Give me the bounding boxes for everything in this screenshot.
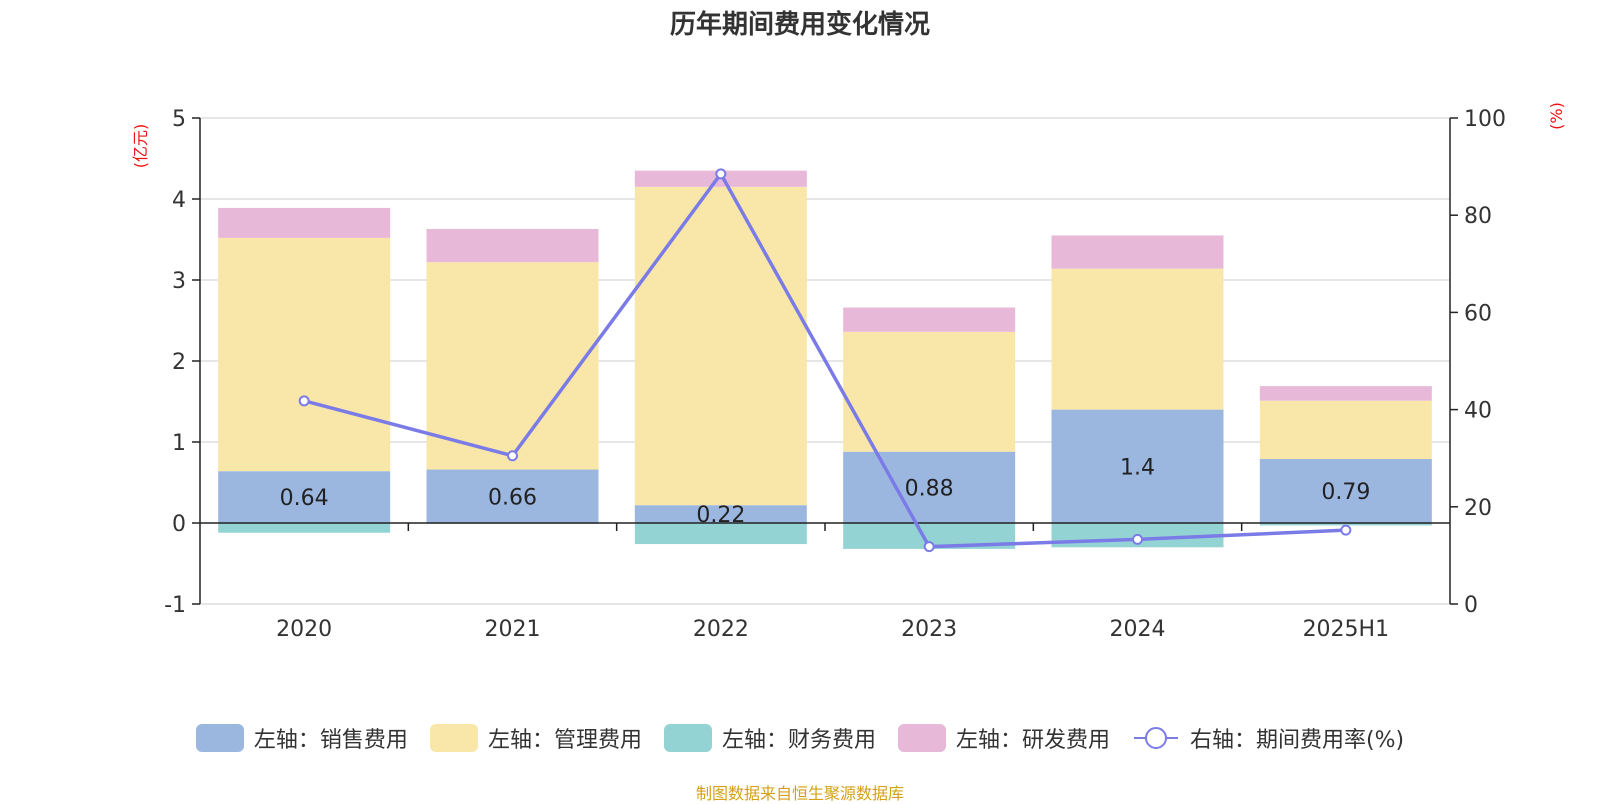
x-tick-label: 2021 [485,617,541,642]
bar-segment [218,207,391,238]
right-tick-label: 40 [1464,399,1492,424]
x-tick-label: 2025H1 [1303,617,1390,642]
source-note: 制图数据来自恒生聚源数据库 [695,784,904,803]
data-label: 0.22 [696,503,745,528]
left-tick-label: -1 [164,593,186,618]
data-labels: 0.64 0.66 0.22 0.88 1.4 0.79 [280,455,1371,528]
legend-label: 左轴：研发费用 [955,728,1110,753]
bar-segment [1051,409,1224,523]
bar-segment [843,307,1016,332]
x-axis [200,522,1450,605]
bar-segment [1051,235,1224,269]
data-label: 0.64 [280,486,329,511]
bar-segment [218,523,391,533]
legend-swatch [897,724,946,752]
right-tick-label: 100 [1464,107,1506,132]
data-label: 1.4 [1120,455,1155,480]
legend: 左轴：销售费用 左轴：管理费用 左轴：财务费用 左轴：研发费用 右轴：期间费用率(%) [0,722,1600,754]
bar-segment [1259,459,1432,523]
x-tick-label: 2022 [693,617,749,642]
legend-label: 左轴：销售费用 [253,728,408,753]
bar-segment [218,237,391,472]
left-tick-label: 5 [172,107,186,132]
right-axis: 0 20 40 60 80 100 (%) [1449,102,1566,618]
right-tick-label: 60 [1464,301,1492,326]
legend-swatch [195,724,244,752]
data-label: 0.66 [488,485,537,510]
x-tick-label: 2024 [1110,617,1166,642]
right-tick-label: 20 [1464,496,1492,521]
x-tick-label: 2023 [901,617,957,642]
right-tick-label: 0 [1464,593,1478,618]
legend-swatch [663,724,712,752]
left-tick-label: 1 [172,431,186,456]
bar-segment [426,469,599,523]
bar-segment [843,451,1016,523]
left-tick-label: 2 [172,350,186,375]
line-point [298,395,310,407]
legend-item[interactable]: 左轴：财务费用 [663,722,876,754]
bar-segment [1259,523,1432,526]
x-tick-label: 2020 [276,617,332,642]
left-tick-label: 0 [172,512,186,537]
left-tick-label: 3 [172,269,186,294]
line-series [298,168,1352,553]
legend-label: 右轴：期间费用率(%) [1189,728,1405,753]
x-tick-labels: 2020 2021 2022 2023 2024 2025H1 [276,617,1389,642]
bar-segment [426,228,599,263]
bar-segment [426,262,599,470]
left-axis-unit: (亿元) [131,124,150,169]
legend-item[interactable]: 左轴：销售费用 [195,722,408,754]
legend-label: 左轴：管理费用 [487,728,642,753]
bar-segment [1051,268,1224,410]
bar-segment [1259,386,1432,401]
line-point [923,541,935,553]
right-tick-label: 80 [1464,204,1492,229]
bar-segment [634,523,807,545]
legend-line-marker [1132,724,1180,752]
legend-label: 左轴：财务费用 [721,728,876,753]
right-axis-unit: (%) [1547,102,1566,130]
legend-swatch [429,724,478,752]
left-axis: -1 0 1 2 3 4 5 (亿元) [131,107,201,618]
bar-segment [843,331,1016,452]
bars [218,170,1432,549]
line-point [715,168,727,180]
series-line [303,170,1346,549]
left-tick-label: 4 [172,188,186,213]
chart-title: 历年期间费用变化情况 [669,10,930,40]
legend-item[interactable]: 右轴：期间费用率(%) [1132,722,1404,754]
data-label: 0.88 [905,476,954,501]
bar-segment [634,186,807,506]
legend-item[interactable]: 左轴：管理费用 [429,722,642,754]
bar-segment [634,505,807,523]
line-point [1340,524,1352,536]
legend-item[interactable]: 左轴：研发费用 [897,722,1110,754]
bar-segment [1259,400,1432,460]
line-point [507,450,518,462]
bar-segment [218,471,391,523]
data-label: 0.79 [1321,480,1370,505]
line-point [1132,533,1143,545]
